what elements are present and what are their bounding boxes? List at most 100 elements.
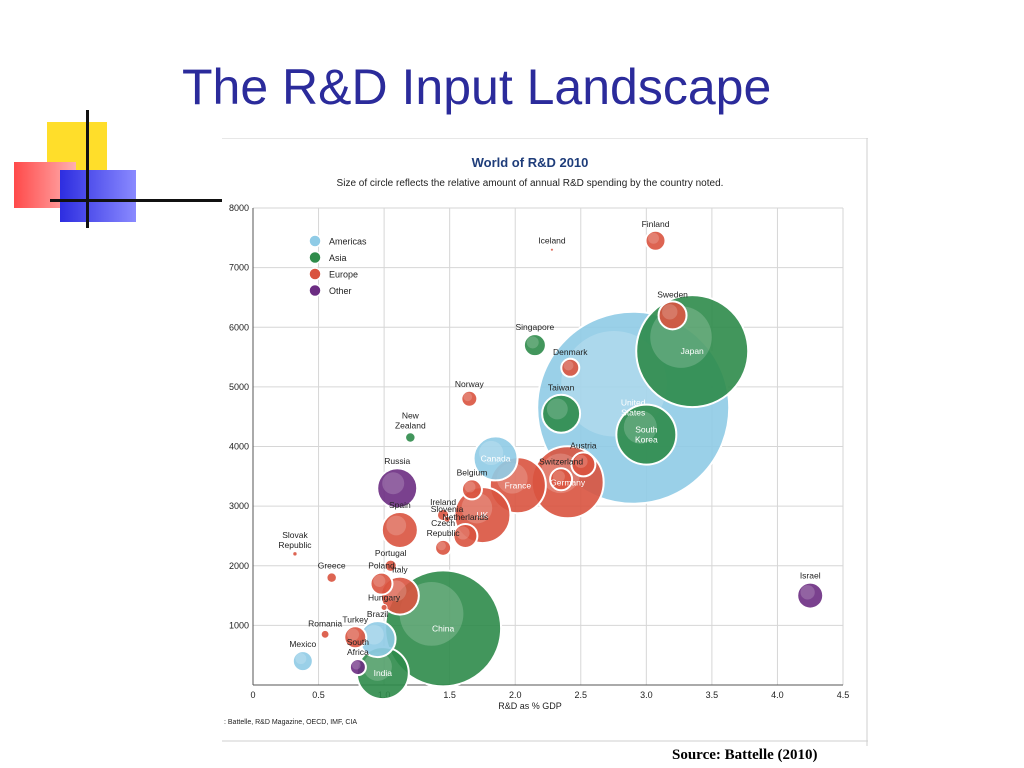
legend-label-americas: Americas [329,237,367,247]
bubble-turkey [343,625,368,650]
x-tick-label: 0.5 [312,690,325,700]
point-label-germany: Germany [550,477,586,487]
x-tick-label: 0 [250,690,255,700]
legend-swatch-asia [308,250,322,265]
point-label-brazil: Brazil [367,609,388,619]
bubble-taiwan [541,393,582,434]
bubble-highlight [437,541,446,551]
point-label-mexico: Mexico [289,639,316,649]
bubble-highlight [461,492,493,524]
bubble-mexico [291,650,314,673]
point-label-slovak-republic: Slovak [282,530,308,540]
point-label-norway: Norway [455,379,485,389]
bubble-highlight [463,392,473,402]
point-label-south-korea: Korea [635,435,658,445]
bubble-iceland [550,248,554,252]
chart-subtitle: Size of circle reflects the relative amo… [337,178,724,189]
bubble-highlight [386,515,407,536]
y-tick-label: 7000 [229,263,249,273]
deco-blue-square [60,170,136,222]
point-label-canada: Canada [481,453,511,463]
x-tick-label: 2.5 [575,690,588,700]
point-label-new-zealand: Zealand [395,421,426,431]
bubble-highlight [648,232,660,244]
bubble-highlight [382,472,405,495]
y-tick-label: 1000 [229,620,249,630]
bubble-russia [376,467,419,510]
point-label-spain: Spain [389,500,411,510]
legend-swatch-europe [308,267,322,281]
bubble-spain [380,510,419,549]
point-label-russia: Russia [384,456,410,466]
point-label-india: India [374,668,393,678]
point-label-austria: Austria [570,440,597,450]
bubble-austria [570,451,597,478]
bubble-highlight [800,585,815,600]
bubble-south-korea [615,403,678,466]
slide-title: The R&D Input Landscape [182,59,772,115]
point-label-japan: Japan [681,346,704,356]
bubble-highlight [456,526,470,540]
x-tick-label: 3.5 [706,690,719,700]
bubble-highlight [479,440,504,466]
x-tick-label: 1.5 [443,690,456,700]
point-label-finland: Finland [642,219,670,229]
bubble-sweden [657,300,688,331]
chart: World of R&D 2010 Size of circle reflect… [222,138,868,746]
point-label-iceland: Iceland [538,236,566,246]
point-label-greece: Greece [318,561,346,571]
bubble-slovenia [443,515,451,523]
point-label-czech-republic: Czech [431,518,455,528]
bubble-highlight [546,398,568,420]
bubble-finland [644,229,667,252]
bubble-highlight [464,481,476,493]
chart-credits: : Battelle, R&D Magazine, OECD, IMF, CIA [224,719,357,726]
point-label-hungary: Hungary [368,592,401,602]
bubble-highlight [574,454,588,468]
bubble-singapore [522,333,547,358]
bubble-highlight [563,360,574,371]
bubble-highlight [526,336,539,349]
bubble-highlight [623,410,657,444]
bubble-czech-republic [434,538,453,557]
bubble-belgium [460,478,483,501]
bubble-highlight [373,574,386,587]
chart-title: World of R&D 2010 [472,155,589,170]
y-tick-label: 5000 [229,382,249,392]
x-tick-label: 4.5 [837,690,850,700]
point-label-united-states: States [621,408,645,418]
point-label-belgium: Belgium [457,467,488,477]
y-tick-label: 6000 [229,322,249,332]
bubble-israel [796,581,825,610]
bubble-portugal [383,558,398,573]
bubble-highlight [351,660,361,670]
point-label-singapore: Singapore [516,322,555,332]
point-label-united-states: United [621,398,646,408]
legend-label-other: Other [329,286,352,296]
bubble-switzerland [549,467,574,492]
point-label-portugal: Portugal [375,548,407,558]
x-tick-label: 2.0 [509,690,522,700]
point-label-taiwan: Taiwan [548,383,575,393]
point-label-sweden: Sweden [657,289,688,299]
point-label-uk: UK [477,510,489,520]
bubble-denmark [560,357,581,378]
source-citation: Source: Battelle (2010) [672,747,818,763]
legend: Americas Asia Europe Other [308,234,367,298]
y-tick-label: 2000 [229,561,249,571]
bubble-highlight [364,624,384,645]
y-tick-label: 3000 [229,501,249,511]
legend-label-asia: Asia [329,253,347,263]
bubble-highlight [347,628,360,641]
point-label-france: France [505,480,532,490]
point-label-ireland: Ireland [430,497,456,507]
bubble-highlight [295,653,307,665]
bubble-highlight [363,652,392,681]
bubble-netherlands [452,522,479,549]
y-tick-label: 4000 [229,442,249,452]
bubble-norway [460,389,479,408]
bubble-highlight [662,304,678,320]
point-label-south-africa: Africa [347,647,369,657]
point-label-denmark: Denmark [553,347,588,357]
legend-swatch-americas [308,234,322,248]
